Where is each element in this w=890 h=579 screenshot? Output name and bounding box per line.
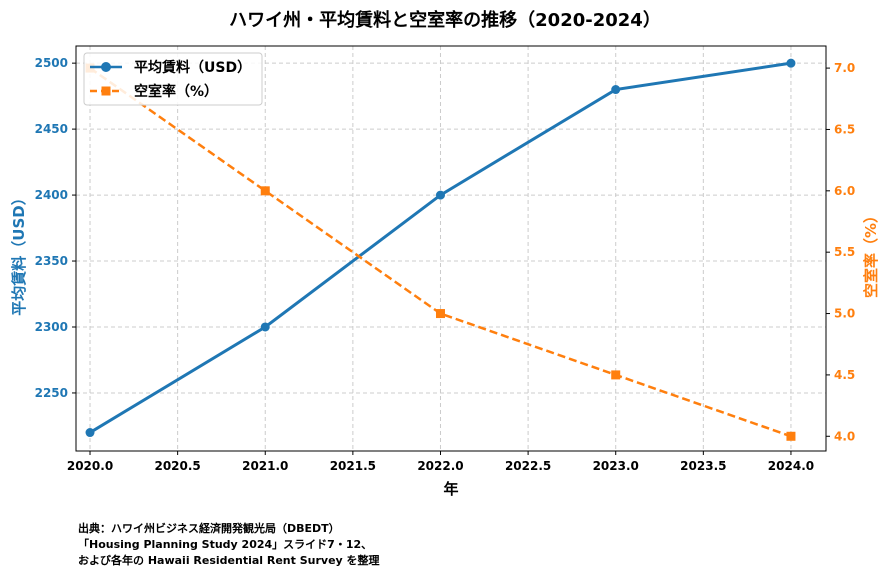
y-left-tick-label: 2300 [35, 320, 68, 334]
data-point-vacancy [786, 431, 796, 441]
source-note: 出典：ハワイ州ビジネス経済開発観光局（DBEDT） 「Housing Plann… [78, 521, 380, 569]
x-tick-label: 2021.0 [242, 459, 288, 473]
x-tick-label: 2020.0 [67, 459, 113, 473]
y-left-tick-label: 2250 [35, 386, 68, 400]
chart-title: ハワイ州・平均賃料と空室率の推移（2020-2024） [229, 9, 661, 31]
data-point-vacancy [435, 309, 445, 319]
data-point-vacancy [611, 370, 621, 380]
y-right-tick-label: 4.0 [834, 429, 855, 443]
y-right-tick-label: 5.0 [834, 307, 855, 321]
legend-marker-rent [101, 62, 111, 72]
x-tick-label: 2023.5 [680, 459, 726, 473]
y-axis-right: 4.0 4.5 5.0 5.5 6.0 6.5 7.0 [826, 61, 855, 443]
data-point-vacancy [260, 186, 270, 196]
source-line-3: および各年の Hawaii Residential Rent Survey を整… [78, 554, 380, 567]
y-axis-right-label: 空室率（%） [862, 208, 880, 298]
x-tick-label: 2022.0 [417, 459, 463, 473]
data-point-rent [435, 190, 445, 200]
source-line-2: 「Housing Planning Study 2024」スライド7・12、 [78, 538, 373, 551]
x-tick-label: 2021.5 [330, 459, 376, 473]
legend-label-vacancy: 空室率（%） [134, 83, 218, 100]
plot-frame [75, 45, 827, 452]
x-tick-label: 2022.5 [505, 459, 551, 473]
data-point-rent [786, 58, 796, 68]
x-tick-label: 2023.0 [593, 459, 639, 473]
y-right-tick-label: 5.5 [834, 245, 855, 259]
x-axis-label: 年 [443, 480, 458, 498]
y-right-tick-label: 6.5 [834, 122, 855, 136]
y-right-tick-label: 4.5 [834, 368, 855, 382]
legend-label-rent: 平均賃料（USD） [134, 59, 251, 76]
x-tick-label: 2020.5 [154, 459, 200, 473]
legend-box [83, 52, 263, 106]
data-point-rent [611, 85, 621, 95]
y-right-tick-label: 7.0 [834, 61, 855, 75]
grid [76, 46, 826, 451]
y-left-tick-label: 2350 [35, 254, 68, 268]
y-axis-left-label: 平均賃料（USD） [10, 190, 28, 315]
data-point-rent [260, 322, 270, 332]
x-axis: 2020.0 2020.5 2021.0 2021.5 2022.0 2022.5 2023… [67, 451, 814, 473]
legend: 平均賃料（USD） 空室率（%） [83, 52, 263, 106]
y-left-tick-label: 2500 [35, 56, 68, 70]
y-left-tick-label: 2450 [35, 122, 68, 136]
source-line-1: 出典：ハワイ州ビジネス経済開発観光局（DBEDT） [78, 522, 340, 535]
y-axis-left: 2250 2300 2350 2400 2450 2500 [35, 56, 76, 400]
y-left-tick-label: 2400 [35, 188, 68, 202]
y-right-tick-label: 6.0 [834, 184, 855, 198]
data-point-rent [85, 428, 95, 438]
x-tick-label: 2024.0 [768, 459, 814, 473]
legend-marker-vacancy [101, 86, 111, 96]
